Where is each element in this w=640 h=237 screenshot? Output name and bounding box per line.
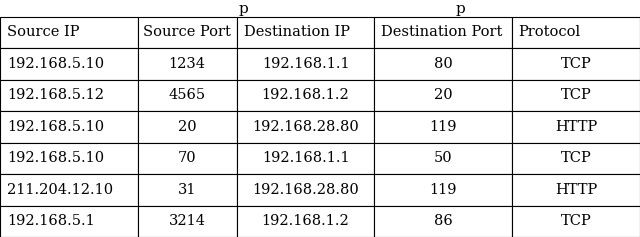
Text: p: p [238, 2, 248, 16]
Text: p: p [456, 2, 466, 16]
